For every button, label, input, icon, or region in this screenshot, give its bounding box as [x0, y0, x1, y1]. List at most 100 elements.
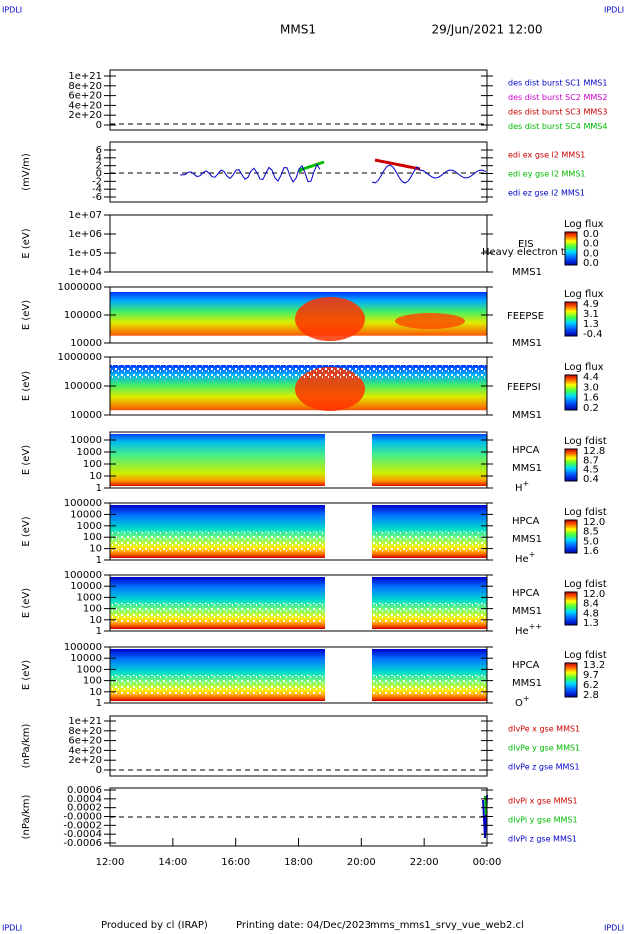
- colorbar-label: 1.3: [583, 319, 599, 330]
- y-tick-label: 10000: [70, 435, 102, 446]
- colorbar-label: 0.2: [583, 403, 599, 414]
- legend-entry: edi ex gse l2 MMS1: [508, 151, 585, 160]
- colorbar: [564, 591, 578, 626]
- species-label: H+: [515, 479, 529, 495]
- species-base: He: [515, 554, 529, 565]
- colorbar-title: Log flux: [564, 362, 604, 373]
- instrument-label: Heavy electron to: [482, 247, 571, 258]
- legend-entry: dIvPi y gse MMS1: [508, 816, 578, 825]
- y-axis-label: E (eV): [21, 445, 32, 475]
- colorbar-title: Log fdist: [564, 650, 607, 661]
- instrument-label: EIS: [518, 239, 534, 250]
- y-tick-label: 1: [96, 698, 102, 709]
- y-tick-label: 10: [89, 687, 102, 698]
- corner-label: IPDLI: [604, 6, 624, 15]
- y-tick-label: -0.0006: [63, 838, 102, 849]
- y-tick-label: 100000: [64, 381, 102, 392]
- panel-frame: [109, 431, 488, 489]
- legend-entry: des dist burst SC4 MMS4: [508, 122, 607, 131]
- colorbar-label: 3.1: [583, 309, 599, 320]
- y-tick-label: 1000: [77, 521, 102, 532]
- spectrogram-noise: [110, 365, 487, 379]
- spectrogram: [110, 434, 487, 486]
- y-tick-label: 10000: [70, 338, 102, 349]
- static: IPDLI IPDLI MMS1 29/Jun/2021 12:00 IPDLI…: [2, 6, 624, 933]
- y-axis-label: E (eV): [21, 228, 32, 258]
- y-tick-label: 1000000: [57, 352, 102, 363]
- species-base: O: [515, 698, 523, 709]
- colorbar-title: Log fdist: [564, 436, 607, 447]
- y-tick-label: -2: [92, 176, 102, 187]
- footer-produced: Produced by cl (IRAP): [101, 920, 208, 931]
- y-tick-label: 6e+20: [68, 736, 102, 747]
- colorbar-label: 1.6: [583, 546, 599, 557]
- y-tick-label: 1: [96, 483, 102, 494]
- trace: [298, 160, 325, 172]
- y-axis-label: E (eV): [21, 371, 32, 401]
- y-tick-label: 10: [89, 544, 102, 555]
- instrument-label: HPCA: [512, 588, 540, 599]
- y-tick-label: 1e+06: [68, 229, 102, 240]
- panel-frame: [109, 141, 488, 203]
- y-tick-label: 1000: [77, 592, 102, 603]
- instrument-label: FEEPSE: [507, 311, 544, 322]
- y-tick-label: 0: [96, 120, 102, 131]
- spectrogram-hot: [295, 297, 365, 341]
- instrument-label: FEEPSI: [507, 382, 541, 393]
- trace: [179, 163, 487, 184]
- y-tick-label: 0.0006: [67, 785, 102, 796]
- y-tick-label: 0: [96, 765, 102, 776]
- colorbar-label: 8.7: [583, 455, 599, 466]
- species-label: O+: [515, 694, 530, 710]
- colorbar-label: 8.4: [583, 599, 599, 610]
- y-tick-label: 1e+05: [68, 248, 102, 259]
- spectrogram-noise: [110, 603, 487, 623]
- y-tick-label: 4e+20: [68, 745, 102, 756]
- colorbar-label: 0.0: [583, 258, 599, 269]
- y-tick-label: 100: [83, 676, 102, 687]
- y-axis-label: E (eV): [21, 300, 32, 330]
- y-tick-label: 4e+20: [68, 100, 102, 111]
- y-tick-label: 1e+21: [68, 71, 102, 82]
- y-tick-label: 8e+20: [68, 726, 102, 737]
- y-tick-label: 4: [96, 153, 102, 164]
- y-tick-label: 1: [96, 626, 102, 637]
- footer-file: mms_mms1_srvy_vue_web2.cl: [370, 920, 524, 931]
- instrument-label: MMS1: [512, 606, 542, 617]
- colorbar-label: 6.2: [583, 680, 599, 691]
- species-charge: +: [529, 550, 536, 559]
- legend-entry: dIvPe z gse MMS1: [508, 763, 580, 772]
- species-label: He+: [515, 550, 535, 566]
- data-gap: [325, 503, 372, 560]
- y-tick-label: 1000: [77, 664, 102, 675]
- instrument-label: MMS1: [512, 534, 542, 545]
- colorbar-label: 0.0: [583, 229, 599, 240]
- y-tick-label: 2e+20: [68, 110, 102, 121]
- y-axis-label: (nPa/km): [21, 724, 32, 769]
- y-tick-label: 100000: [64, 498, 102, 509]
- colorbar-title: Log fdist: [564, 579, 607, 590]
- x-tick-label: 14:00: [158, 857, 187, 868]
- y-tick-label: 100000: [64, 642, 102, 653]
- y-tick-label: 1: [96, 555, 102, 566]
- y-axis-label: (mV/m): [21, 153, 32, 191]
- colorbar-title: Log flux: [564, 219, 604, 230]
- colorbar-label: 12.0: [583, 517, 605, 528]
- y-tick-label: 100: [83, 459, 102, 470]
- footer-printing: Printing date: 04/Dec/2023: [236, 920, 371, 931]
- spectrogram-hot: [395, 313, 465, 329]
- y-tick-label: 0.0004: [67, 794, 102, 805]
- y-tick-label: 2: [96, 161, 102, 172]
- legend-entry: dIvPi z gse MMS1: [508, 835, 577, 844]
- species-label: He++: [515, 622, 542, 638]
- species-base: He: [515, 626, 529, 637]
- y-axis-label: E (eV): [21, 588, 32, 618]
- x-tick-label: 12:00: [96, 857, 125, 868]
- x-tick-label: 00:00: [473, 857, 502, 868]
- legend-entry: des dist burst SC1 MMS1: [508, 79, 607, 88]
- x-tick-label: 22:00: [410, 857, 439, 868]
